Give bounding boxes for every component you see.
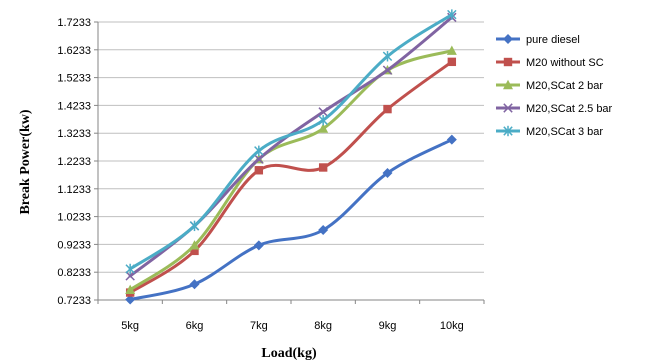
legend-label: M20,SCat 2 bar bbox=[526, 80, 603, 92]
y-tick-label: 1.4233 bbox=[57, 100, 91, 112]
series-2-point bbox=[447, 57, 457, 67]
series-4-point bbox=[382, 65, 393, 75]
series-3-point bbox=[318, 123, 329, 133]
y-tick-label: 1.5233 bbox=[57, 73, 91, 85]
legend-label: M20 without SC bbox=[526, 57, 604, 69]
gridlines bbox=[98, 21, 484, 273]
y-tick-label: 1.1233 bbox=[57, 184, 91, 196]
marker-stroke bbox=[125, 271, 135, 281]
legend-entry: M20,SCat 2 bar bbox=[496, 79, 603, 92]
series-1-point bbox=[253, 240, 264, 251]
y-axis-title: Break Power(kw) bbox=[18, 109, 33, 214]
legend-label: M20,SCat 2.5 bar bbox=[526, 103, 613, 115]
series-4-point bbox=[318, 107, 328, 117]
series-1-point bbox=[318, 225, 329, 236]
series-2-point bbox=[318, 163, 328, 172]
y-tick-label: 0.7233 bbox=[57, 295, 91, 307]
series-5-point bbox=[382, 51, 393, 62]
y-axis-ticks: 0.7233 0.8233 0.9233 1.0233 1.1233 1.2233 1.32… bbox=[57, 17, 98, 307]
series-2-point bbox=[190, 246, 199, 256]
series-2-point bbox=[254, 166, 264, 175]
legend-swatch-marker bbox=[503, 103, 513, 113]
series-5-point bbox=[254, 145, 264, 156]
series-3 bbox=[125, 45, 457, 294]
series-1-point bbox=[125, 294, 136, 305]
marker-stroke bbox=[318, 107, 328, 117]
x-tick-label: 9kg bbox=[379, 320, 397, 332]
series-3-point bbox=[125, 284, 136, 294]
series-1-point bbox=[382, 168, 393, 179]
legend-swatch-marker bbox=[503, 79, 513, 90]
series-1-point bbox=[189, 279, 200, 290]
series-4-point bbox=[125, 271, 135, 281]
legend-entry: M20 without SC bbox=[496, 57, 604, 69]
series-1-line bbox=[128, 138, 454, 301]
series-5-point bbox=[318, 115, 328, 126]
x-tick-label: 8kg bbox=[314, 320, 332, 332]
y-tick-label: 1.2233 bbox=[57, 156, 91, 168]
x-tick-label: 6kg bbox=[186, 320, 204, 332]
marker-stroke bbox=[254, 154, 264, 164]
series-3-point bbox=[189, 240, 200, 250]
legend-swatch-marker bbox=[503, 34, 513, 44]
y-tick-label: 1.6233 bbox=[57, 45, 91, 57]
series-5-point bbox=[447, 9, 457, 20]
y-tick-label: 1.0233 bbox=[57, 212, 91, 224]
series-1 bbox=[125, 134, 457, 305]
legend: pure diesel M20 without SC M20,SCat 2 bar M… bbox=[496, 34, 613, 138]
legend-label: M20,SCat 3 bar bbox=[526, 126, 603, 138]
y-tick-label: 0.8233 bbox=[57, 267, 91, 279]
x-axis-ticks: 5kg 6kg 7kg 8kg 9kg 10kg bbox=[97, 300, 485, 332]
series-5-point bbox=[125, 263, 135, 275]
series-5-point bbox=[189, 220, 200, 232]
x-tick-label: 5kg bbox=[121, 320, 139, 332]
series-3-point bbox=[446, 45, 457, 55]
marker-stroke bbox=[382, 65, 393, 75]
series-3-line bbox=[128, 49, 454, 292]
legend-swatch-marker bbox=[503, 125, 513, 137]
x-axis-title: Load(kg) bbox=[261, 346, 317, 361]
series-5 bbox=[125, 9, 457, 275]
series-4-point bbox=[254, 154, 264, 164]
legend-swatch-marker bbox=[503, 57, 513, 67]
legend-entry: M20,SCat 3 bar bbox=[496, 125, 603, 138]
marker-stroke bbox=[503, 103, 513, 113]
series-1-point bbox=[446, 134, 457, 145]
legend-label: pure diesel bbox=[526, 34, 580, 46]
y-tick-label: 0.9233 bbox=[57, 239, 91, 251]
x-tick-label: 7kg bbox=[250, 320, 268, 332]
series-group bbox=[125, 9, 457, 305]
x-tick-label: 10kg bbox=[440, 320, 464, 332]
legend-entry: pure diesel bbox=[496, 34, 580, 46]
y-tick-label: 1.3233 bbox=[57, 128, 91, 140]
y-tick-label: 1.7233 bbox=[57, 17, 91, 29]
series-2-point bbox=[383, 104, 392, 114]
legend-entry: M20,SCat 2.5 bar bbox=[496, 103, 613, 115]
